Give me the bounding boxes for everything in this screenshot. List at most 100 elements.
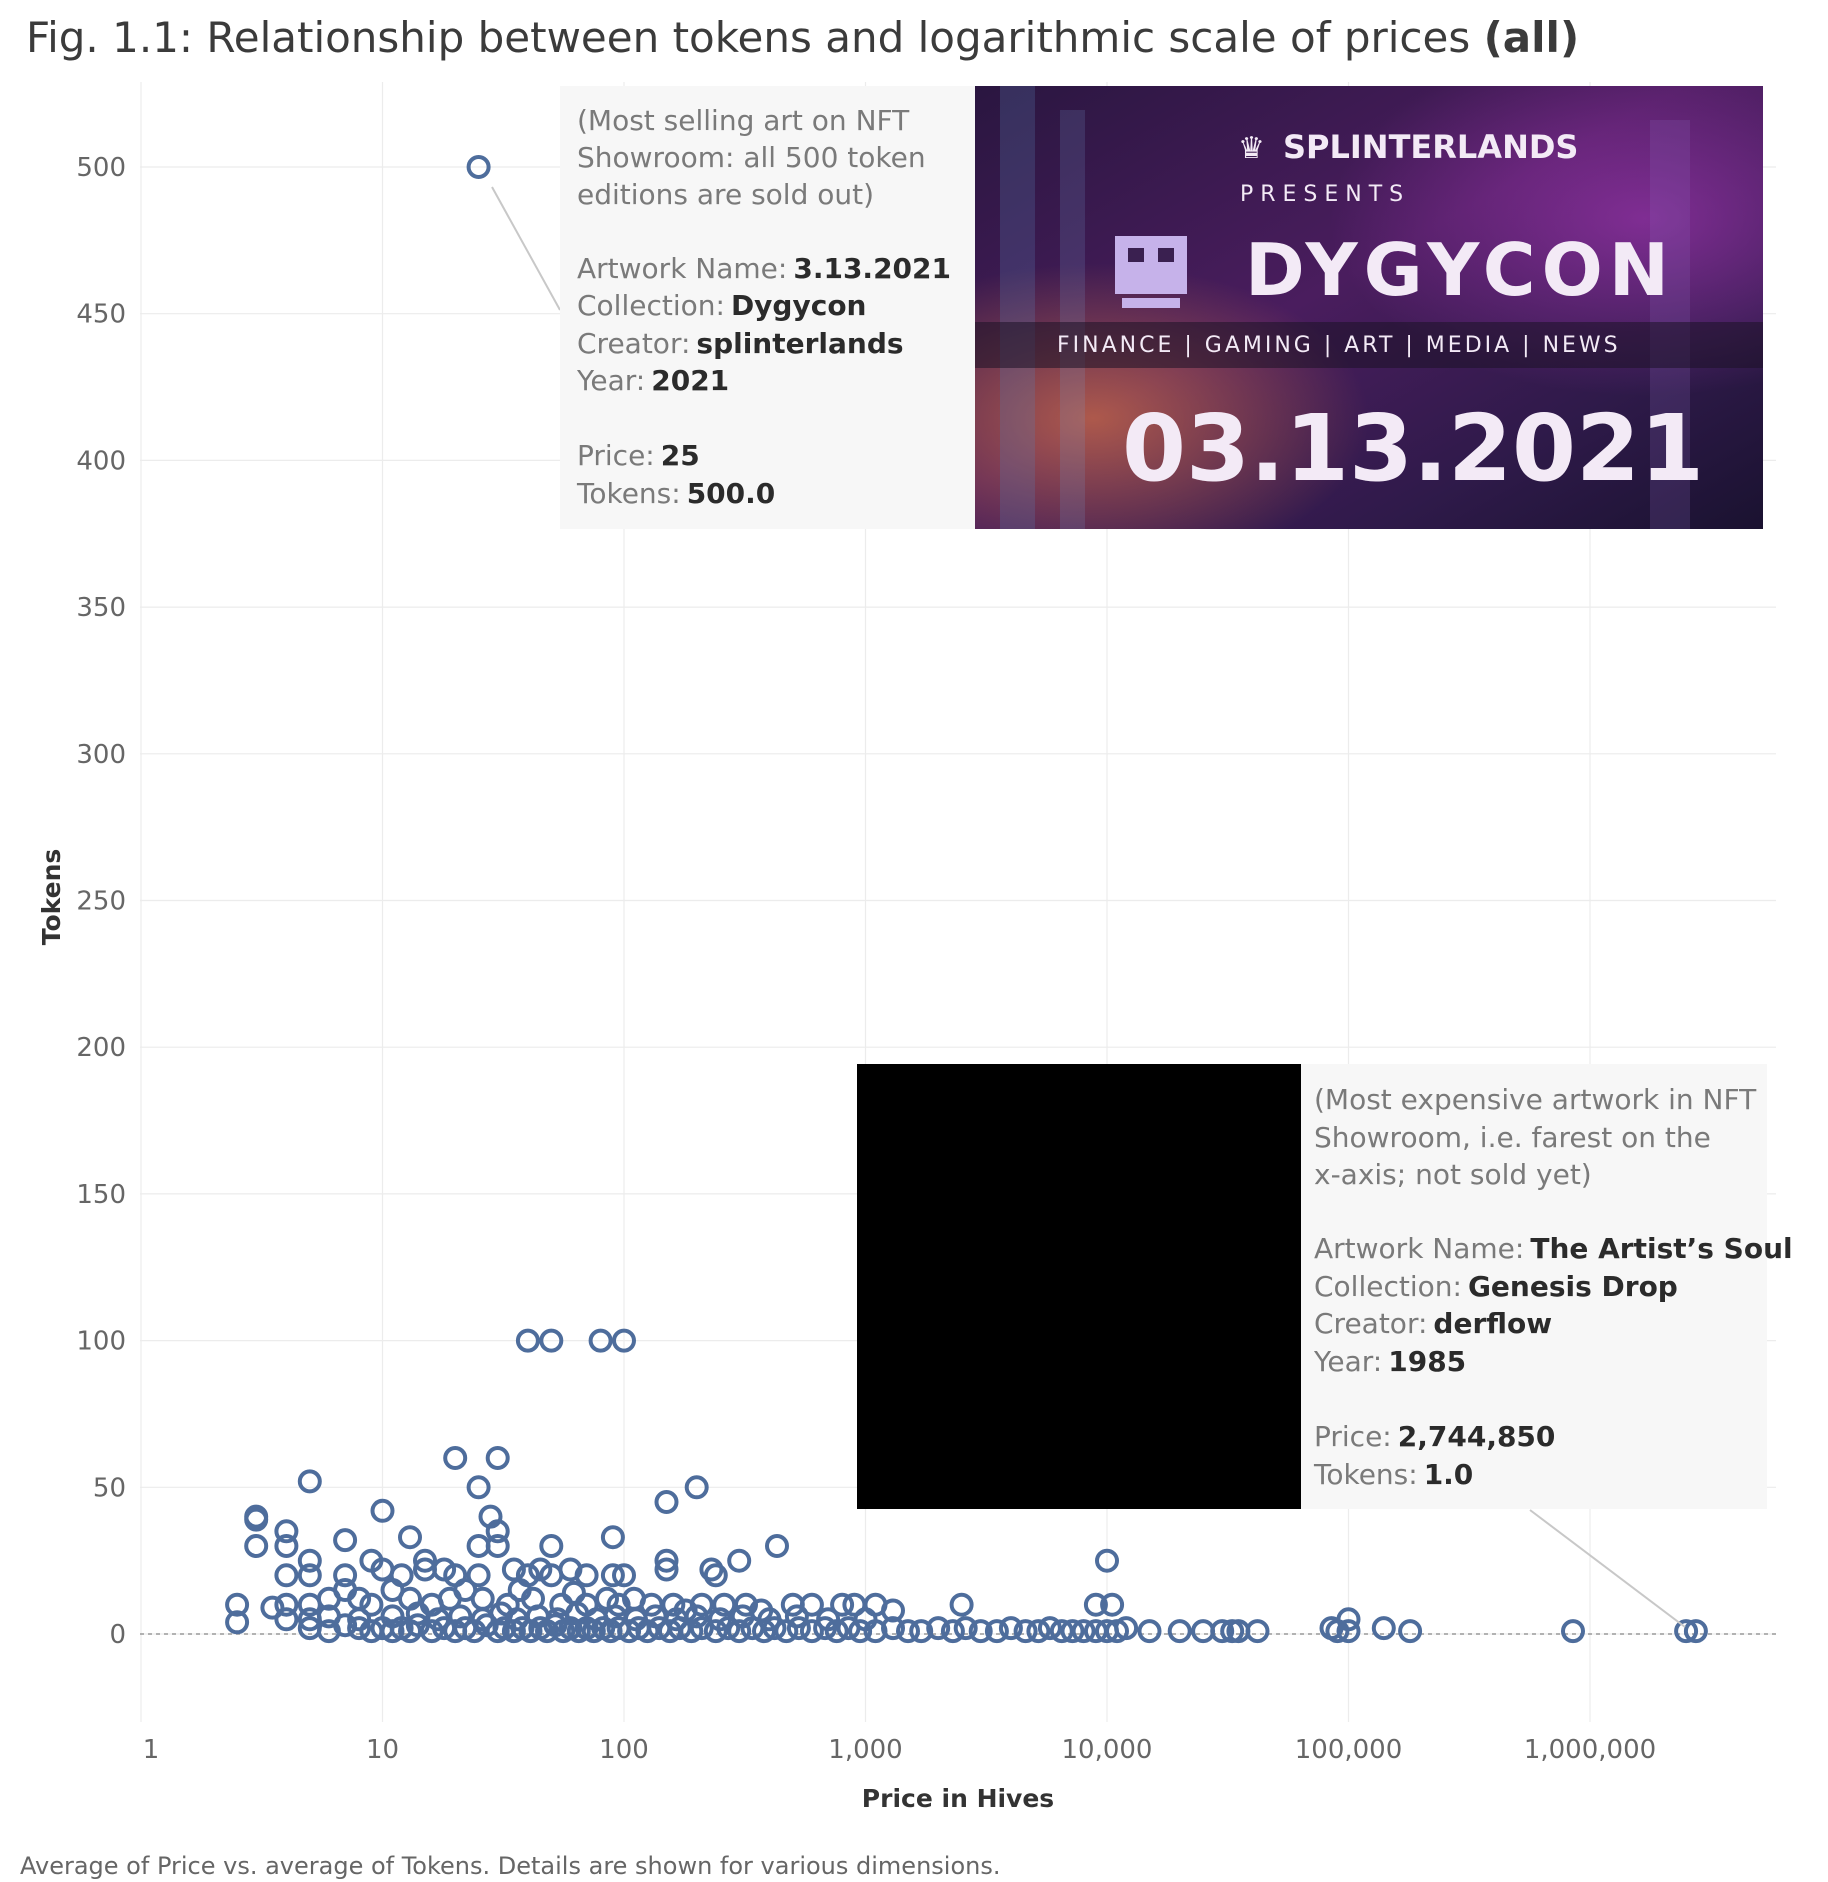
annotation-most-expensive: (Most expensive artwork in NFT Showroom,… <box>1313 1083 1793 1491</box>
scatter-point <box>1561 1619 1585 1644</box>
scatter-point <box>661 1592 686 1617</box>
scatter-point <box>679 1619 704 1644</box>
y-tick-label: 200 <box>76 1033 126 1063</box>
scatter-point <box>274 1563 299 1588</box>
scatter-point <box>600 1563 625 1588</box>
chart-caption: Average of Price vs. average of Tokens. … <box>20 1852 1000 1880</box>
x-tick-label: 100 <box>599 1735 649 1765</box>
scatter-point <box>757 1607 782 1632</box>
year-value: 2021 <box>651 364 729 397</box>
y-tick-label: 300 <box>76 740 126 770</box>
annotation-artwork: Artwork Name: The Artist’s Soul <box>1314 1232 1793 1265</box>
scatter-point <box>848 1619 873 1644</box>
scatter-point <box>765 1534 789 1558</box>
annotation-price: Price: 25 <box>577 439 700 472</box>
artwork-label: Artwork Name: <box>577 252 787 285</box>
scatter-point <box>799 1592 824 1617</box>
creator-label: Creator: <box>1314 1307 1427 1340</box>
banner-name: DYGYCON <box>1245 228 1675 312</box>
scatter-point <box>1683 1619 1708 1644</box>
scatter-point <box>470 1586 495 1611</box>
scatter-point <box>539 1328 564 1353</box>
banner-date: 03.13.2021 <box>1122 395 1704 502</box>
scatter-point <box>940 1619 965 1644</box>
scatter-point <box>1071 1619 1096 1644</box>
artwork-value: 3.13.2021 <box>793 252 951 285</box>
scatter-point <box>654 1548 679 1573</box>
tokens-value: 500.0 <box>687 477 776 510</box>
year-value: 1985 <box>1388 1345 1466 1378</box>
scatter-point <box>478 1504 503 1529</box>
annotation-creator: Creator: derflow <box>1314 1307 1552 1340</box>
scatter-point <box>1100 1592 1125 1617</box>
x-tick-label: 100,000 <box>1295 1735 1403 1765</box>
scatter-point <box>274 1519 299 1544</box>
scatter-point <box>260 1595 285 1620</box>
scatter-point <box>466 1534 491 1558</box>
scatter-point <box>968 1619 993 1644</box>
year-label: Year: <box>576 364 645 397</box>
scatter-point <box>297 1563 322 1588</box>
y-tick-label: 450 <box>76 300 126 330</box>
y-tick-label: 50 <box>93 1473 126 1503</box>
scatter-point <box>1336 1619 1361 1644</box>
x-tick-label: 10,000 <box>1062 1735 1153 1765</box>
banner-brand: SPLINTERLANDS <box>1283 128 1578 166</box>
creator-label: Creator: <box>577 327 690 360</box>
tokens-value: 1.0 <box>1424 1458 1474 1491</box>
chart-title-main: Fig. 1.1: Relationship between tokens an… <box>26 13 1470 62</box>
dygycon-logo-icon <box>1115 236 1187 308</box>
scatter-point <box>799 1619 824 1644</box>
annotation-year: Year: 1985 <box>1313 1345 1466 1378</box>
scatter-point <box>689 1616 714 1641</box>
scatter-points <box>225 155 1708 1644</box>
tokens-label: Tokens: <box>576 477 681 510</box>
scatter-point <box>443 1446 468 1470</box>
scatter-point <box>926 1616 951 1641</box>
artwork-label: Artwork Name: <box>1314 1232 1524 1265</box>
x-tick-label: 1 <box>143 1735 160 1765</box>
artwork-value: The Artist’s Soul <box>1530 1232 1792 1265</box>
banner-presents: P R E S E N T S <box>1240 182 1403 207</box>
x-axis-ticks: 1 10 100 1,000 10,000 100,000 1,000,000 <box>143 1735 1656 1765</box>
annotation-box-most-selling <box>560 86 975 529</box>
scatter-point <box>225 1610 250 1635</box>
scatter-point <box>347 1607 372 1632</box>
scatter-point <box>1245 1619 1270 1644</box>
scatter-point <box>752 1619 776 1644</box>
scatter-point <box>684 1475 709 1500</box>
scatter-point <box>780 1592 805 1617</box>
scatter-point <box>466 1475 491 1500</box>
annotation-artwork: Artwork Name: 3.13.2021 <box>577 252 951 285</box>
scatter-point <box>830 1592 855 1617</box>
collection-value: Dygycon <box>731 289 867 322</box>
price-label: Price: <box>1314 1420 1392 1453</box>
scatter-point <box>984 1619 1009 1644</box>
scatter-point <box>612 1328 636 1353</box>
scatter-point <box>274 1534 299 1558</box>
scatter-point <box>727 1548 752 1573</box>
scatter-point <box>1191 1619 1216 1644</box>
scatter-point <box>380 1604 405 1629</box>
scatter-point <box>734 1592 758 1617</box>
scatter-point <box>949 1592 974 1617</box>
y-axis-title: Tokens <box>37 849 66 946</box>
scatter-point <box>1210 1619 1235 1644</box>
scatter-point <box>244 1534 269 1558</box>
scatter-point <box>708 1607 733 1632</box>
scatter-point <box>786 1616 811 1641</box>
scatter-point <box>588 1328 613 1353</box>
y-tick-label: 150 <box>76 1180 126 1210</box>
scatter-point <box>515 1328 540 1353</box>
scatter-point <box>606 1592 631 1617</box>
collection-value: Genesis Drop <box>1468 1270 1678 1303</box>
banner-brand-icon: ♛ <box>1238 131 1265 166</box>
chart-title: Fig. 1.1: Relationship between tokens an… <box>26 13 1579 62</box>
scatter-point <box>684 1604 709 1629</box>
price-value: 25 <box>661 439 700 472</box>
scatter-point <box>297 1469 322 1494</box>
y-tick-label: 350 <box>76 593 126 623</box>
scatter-point <box>654 1557 679 1582</box>
collection-label: Collection: <box>1314 1270 1462 1303</box>
leader-line-most-expensive <box>1529 1509 1686 1628</box>
